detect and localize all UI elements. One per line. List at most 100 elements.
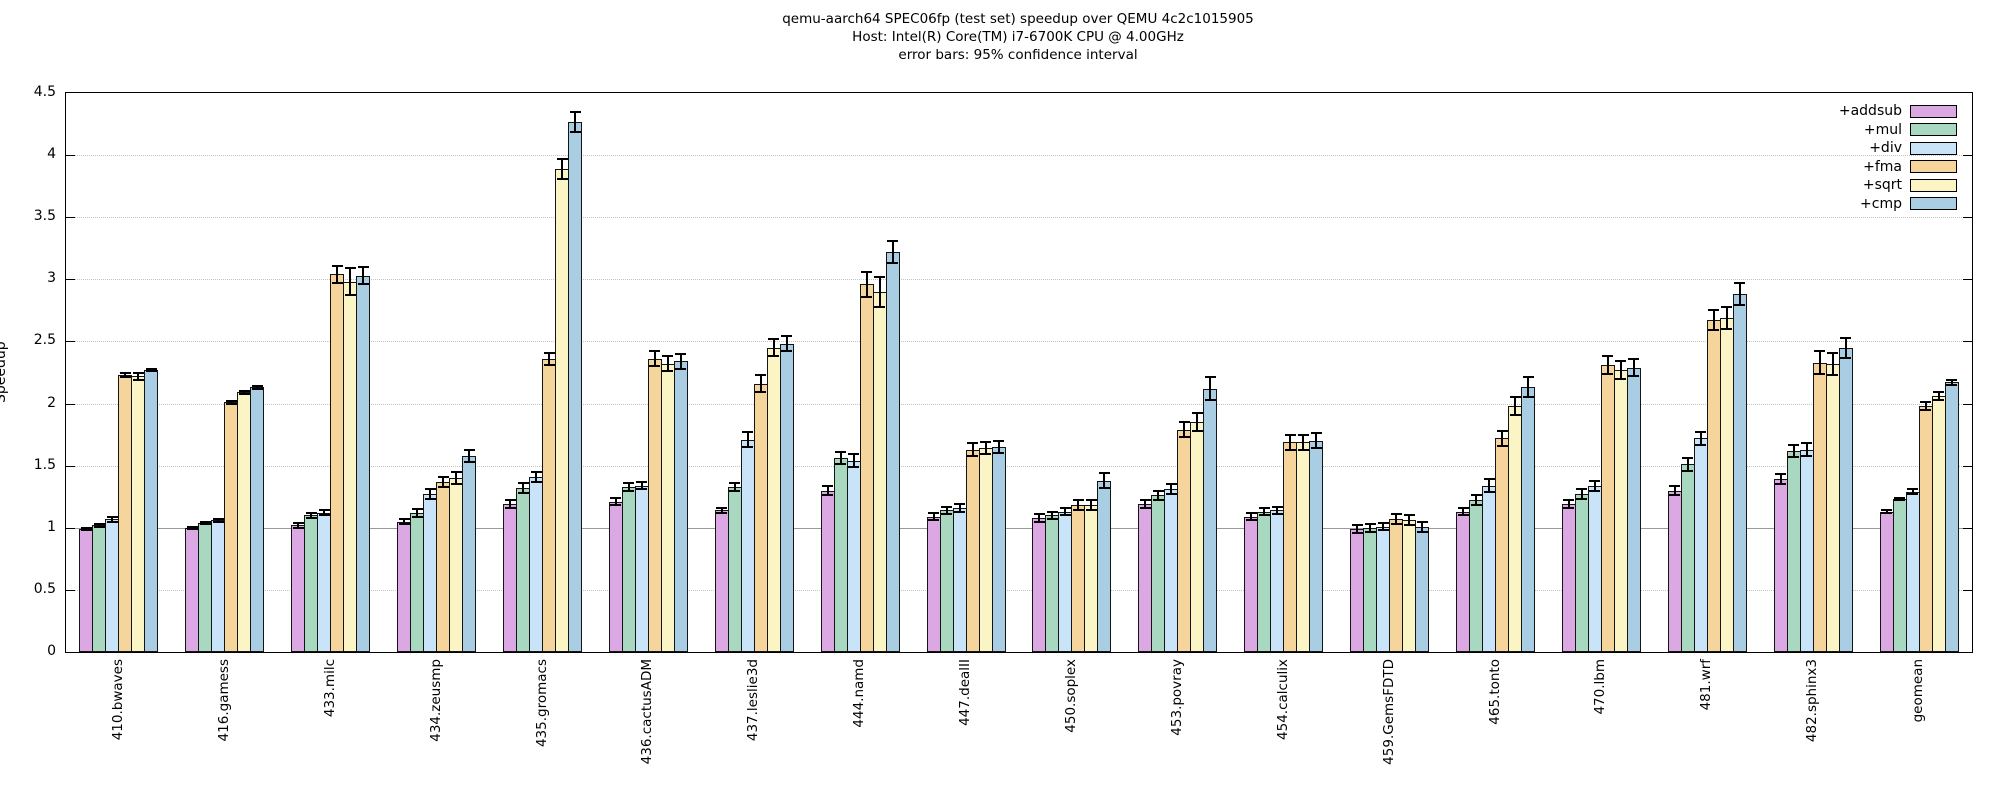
bar-addsub [397,521,412,652]
error-bar-cap-top [1695,431,1707,434]
error-bar-cap-bottom [861,295,873,298]
error-bar-cap-top [1907,488,1919,491]
error-bar-cap-bottom [1840,356,1852,359]
error-bar-line [442,476,445,487]
x-tick-label: 453.povray [1168,659,1185,736]
y-tick-label: 4.5 [33,84,56,100]
legend-swatch-sqrt [1910,178,1957,192]
error-bar-cap-top [1191,412,1203,415]
bar-mul [833,458,848,652]
error-bar-line [1527,377,1529,398]
bar-mul [1151,495,1166,652]
error-bar-cap-bottom [530,480,542,483]
error-bar-cap-bottom [1563,506,1575,509]
x-tick-label: 465.tonto [1486,659,1503,725]
error-bar-cap-bottom [1801,454,1813,457]
error-bar-cap-bottom [1364,530,1376,533]
gridline [66,341,1972,343]
error-bar-cap-bottom [1258,514,1270,517]
error-bar-cap-bottom [1695,443,1707,446]
x-tick-label: 437.leslie3d [745,659,762,742]
x-tick-label: 481.wrf [1698,659,1715,711]
x-tick-label: 436.cactusADM [639,659,656,765]
bar-fma [118,375,133,652]
legend-label: +mul [1863,121,1902,138]
error-bar-cap-bottom [411,515,423,518]
bar-fma [1283,442,1298,652]
bar-div [317,512,332,652]
y-tick-mark-left [66,589,75,591]
error-bar-cap-top [1522,376,1534,379]
error-bar-cap-bottom [1165,493,1177,496]
error-bar-cap-top [1814,350,1826,353]
bar-fma [1495,438,1509,652]
bar-sqrt [1613,370,1628,652]
error-bar-line [217,519,220,522]
error-bar-cap-top [305,511,317,514]
bar-fma [1812,362,1827,652]
error-bar-cap-bottom [1589,489,1601,492]
error-bar-cap-bottom [1615,377,1627,380]
error-bar-cap-bottom [1827,373,1839,376]
legend-row: +addsub [1839,102,1957,121]
y-tick-mark-left [66,527,75,529]
error-bar-cap-top [1245,511,1257,514]
legend-swatch-div [1910,141,1957,155]
error-bar-cap-bottom [1775,483,1787,486]
error-bar-line [1606,356,1609,374]
error-bar-line [1488,479,1490,492]
y-tick-label: 4 [47,146,56,163]
error-bar-cap-bottom [398,523,410,526]
error-bar-line [1619,361,1622,379]
error-bar-cap-bottom [1152,499,1164,502]
error-bar-cap-top [993,439,1005,442]
error-bar-line [679,353,682,369]
error-bar-cap-bottom [1098,487,1110,490]
y-tick-mark-left [66,155,75,157]
error-bar-cap-top [106,515,118,518]
legend-label: +div [1869,140,1902,157]
error-bar-line [1885,510,1888,513]
error-bar-cap-top [1589,479,1601,482]
bar-addsub [291,525,306,652]
y-tick-mark-right [1963,589,1972,591]
bar-cmp [1097,480,1112,652]
error-bar-line [852,454,855,467]
error-bar-cap-top [450,470,462,473]
error-bar-line [416,509,419,517]
bar-div [1905,491,1920,652]
y-tick-mark-right [1963,341,1972,343]
error-bar-cap-bottom [1628,375,1640,378]
error-bar-cap-bottom [1457,514,1469,517]
bar-sqrt [1825,363,1840,652]
error-bar-cap-top [1416,520,1428,523]
error-bar-cap-bottom [132,378,144,381]
bar-cmp [568,121,582,652]
gridline [66,217,1972,219]
error-bar-line [230,401,233,404]
error-bar-line [1077,500,1080,511]
error-bar-cap-top [1628,357,1640,360]
error-bar-line [1686,458,1689,471]
error-bar-cap-top [1775,473,1787,476]
error-bar-cap-bottom [1046,518,1058,521]
error-bar-cap-top [543,351,555,354]
error-bar-line [1567,500,1570,508]
error-bar-cap-bottom [755,391,767,394]
error-bar-line [1818,351,1821,374]
error-bar-line [1209,377,1212,400]
bar-sqrt [978,448,993,652]
bar-fma [1600,365,1615,652]
error-bar-cap-bottom [1297,448,1309,451]
gridline [66,403,1972,405]
bar-sqrt [660,363,675,652]
legend-swatch-mul [1910,123,1957,137]
error-bar-cap-top [716,506,728,509]
error-bar-cap-top [424,488,436,491]
bar-fma [1177,429,1192,652]
error-bar-cap-bottom [1245,519,1257,522]
error-bar-cap-bottom [1576,498,1588,501]
x-tick-label: 444.namd [851,659,868,728]
error-bar-line [1382,522,1385,531]
error-bar-cap-bottom [1390,523,1402,526]
